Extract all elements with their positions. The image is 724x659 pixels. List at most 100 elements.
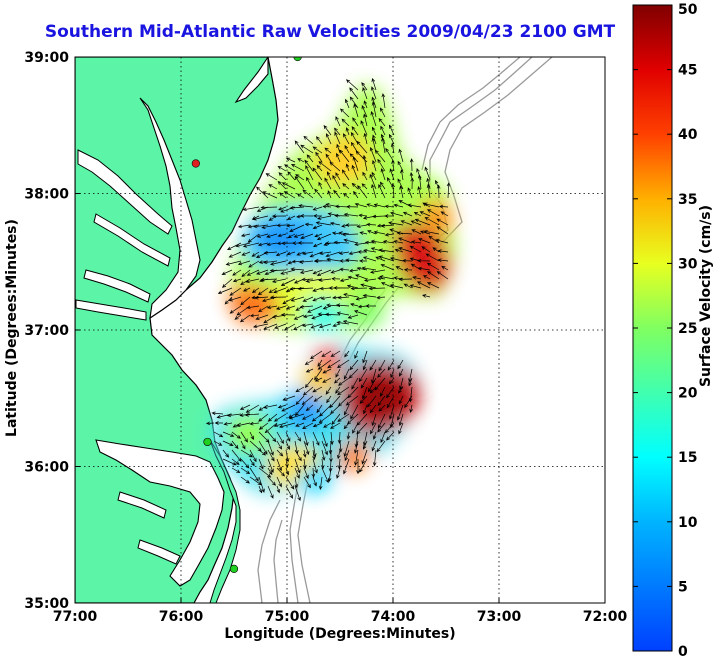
colorbar-tick-label: 45 bbox=[678, 63, 697, 79]
velocity-arrow bbox=[239, 314, 251, 323]
velocity-arrow bbox=[362, 87, 368, 100]
grid-lines bbox=[75, 57, 605, 603]
velocity-arrow bbox=[312, 206, 323, 211]
velocity-arrow bbox=[397, 160, 404, 172]
velocity-arrow bbox=[417, 281, 431, 289]
velocity-arrow bbox=[339, 267, 350, 272]
velocity-arrow bbox=[293, 314, 305, 320]
velocity-arrow bbox=[342, 183, 350, 190]
velocity-arrow bbox=[379, 275, 395, 280]
velocity-arrow bbox=[240, 467, 251, 475]
velocity-arrow bbox=[384, 204, 395, 209]
velocity-arrow bbox=[341, 232, 359, 237]
velocity-arrow bbox=[345, 127, 350, 136]
velocity-arrow bbox=[397, 404, 404, 421]
velocity-arrow bbox=[349, 359, 359, 371]
colorbar-tick-label: 50 bbox=[678, 2, 698, 18]
velocity-arrow bbox=[222, 449, 230, 458]
velocity-arrow bbox=[271, 214, 287, 218]
velocity-arrow bbox=[240, 296, 251, 306]
velocity-arrow bbox=[290, 164, 305, 172]
velocity-arrow bbox=[314, 368, 323, 381]
colorbar-tick-label: 35 bbox=[678, 192, 697, 208]
velocity-arrow bbox=[217, 287, 233, 295]
velocity-arrow bbox=[240, 431, 248, 443]
velocity-arrow bbox=[258, 476, 265, 493]
velocity-arrow bbox=[428, 235, 440, 244]
velocity-arrow bbox=[276, 485, 281, 494]
velocity-arrow bbox=[436, 226, 449, 235]
velocity-arrow bbox=[368, 377, 377, 393]
velocity-arrow bbox=[267, 449, 275, 462]
velocity-arrow bbox=[371, 126, 377, 136]
velocity-arrow bbox=[362, 171, 368, 181]
velocity-arrow bbox=[247, 224, 260, 229]
velocity-arrow bbox=[348, 368, 359, 379]
velocity-arrow bbox=[370, 269, 386, 274]
velocity-arrow bbox=[304, 222, 314, 227]
velocity-arrow bbox=[389, 256, 404, 262]
colorbar-tick-label: 0 bbox=[678, 644, 688, 659]
velocity-arrow bbox=[285, 485, 293, 499]
velocity-arrow bbox=[410, 177, 415, 190]
velocity-arrow bbox=[398, 395, 404, 405]
velocity-arrow bbox=[371, 214, 386, 219]
velocity-arrow bbox=[252, 215, 269, 221]
velocity-arrow bbox=[249, 476, 262, 486]
velocity-arrow bbox=[282, 296, 296, 305]
velocity-arrow bbox=[282, 395, 296, 401]
velocity-arrow bbox=[353, 190, 359, 199]
velocity-arrow bbox=[409, 284, 422, 289]
velocity-arrow bbox=[257, 287, 269, 296]
y-tick-label: 39:00 bbox=[24, 50, 69, 66]
velocity-arrow bbox=[421, 246, 431, 253]
velocity-arrow bbox=[337, 295, 350, 300]
velocity-arrow bbox=[361, 266, 377, 271]
velocity-arrow bbox=[371, 96, 377, 109]
velocity-arrow bbox=[302, 386, 314, 396]
velocity-arrow bbox=[279, 422, 296, 429]
velocity-arrow bbox=[312, 269, 323, 275]
velocity-arrow bbox=[304, 359, 314, 365]
velocity-arrow bbox=[369, 404, 377, 414]
velocity-arrow bbox=[228, 251, 242, 258]
velocity-arrow bbox=[330, 269, 341, 274]
colorbar bbox=[632, 4, 673, 652]
velocity-arrow bbox=[231, 431, 241, 439]
velocity-arrow bbox=[378, 404, 386, 412]
velocity-arrow bbox=[231, 458, 240, 466]
velocity-arrow bbox=[375, 256, 386, 262]
velocity-arrow bbox=[357, 250, 368, 254]
colorbar-tick-label: 20 bbox=[678, 386, 698, 402]
velocity-arrow bbox=[435, 238, 449, 244]
velocity-arrow bbox=[336, 311, 350, 316]
velocity-arrow bbox=[246, 269, 260, 276]
velocity-arrow bbox=[312, 167, 323, 181]
velocity-arrow bbox=[380, 125, 386, 136]
velocity-arrow bbox=[411, 229, 422, 235]
colorbar-tick-label: 40 bbox=[678, 127, 698, 143]
velocity-arrow bbox=[377, 276, 386, 281]
velocity-arrow bbox=[423, 275, 431, 280]
velocity-arrow bbox=[276, 449, 284, 457]
velocity-arrow bbox=[393, 276, 404, 280]
velocity-arrow bbox=[373, 230, 386, 235]
velocity-arrow bbox=[417, 185, 422, 199]
velocity-arrow bbox=[362, 359, 368, 371]
velocity-arrow bbox=[231, 467, 241, 474]
velocity-arrow bbox=[343, 238, 359, 244]
velocity-arrow bbox=[369, 386, 377, 394]
velocity-arrow bbox=[248, 260, 260, 268]
velocity-arrow bbox=[224, 296, 233, 305]
velocity-arrow bbox=[301, 395, 314, 405]
velocity-arrow bbox=[273, 422, 287, 428]
velocity-arrow bbox=[381, 93, 386, 109]
velocity-arrow bbox=[390, 368, 395, 379]
y-axis-ticks: 39:00 38:00 37:00 36:00 35:00 bbox=[24, 50, 80, 612]
velocity-arrow bbox=[281, 404, 296, 412]
velocity-arrow bbox=[295, 174, 305, 181]
velocity-arrow bbox=[258, 413, 269, 422]
velocity-arrow bbox=[378, 117, 386, 127]
velocity-arrow bbox=[372, 431, 377, 440]
velocity-arrow bbox=[285, 223, 296, 228]
